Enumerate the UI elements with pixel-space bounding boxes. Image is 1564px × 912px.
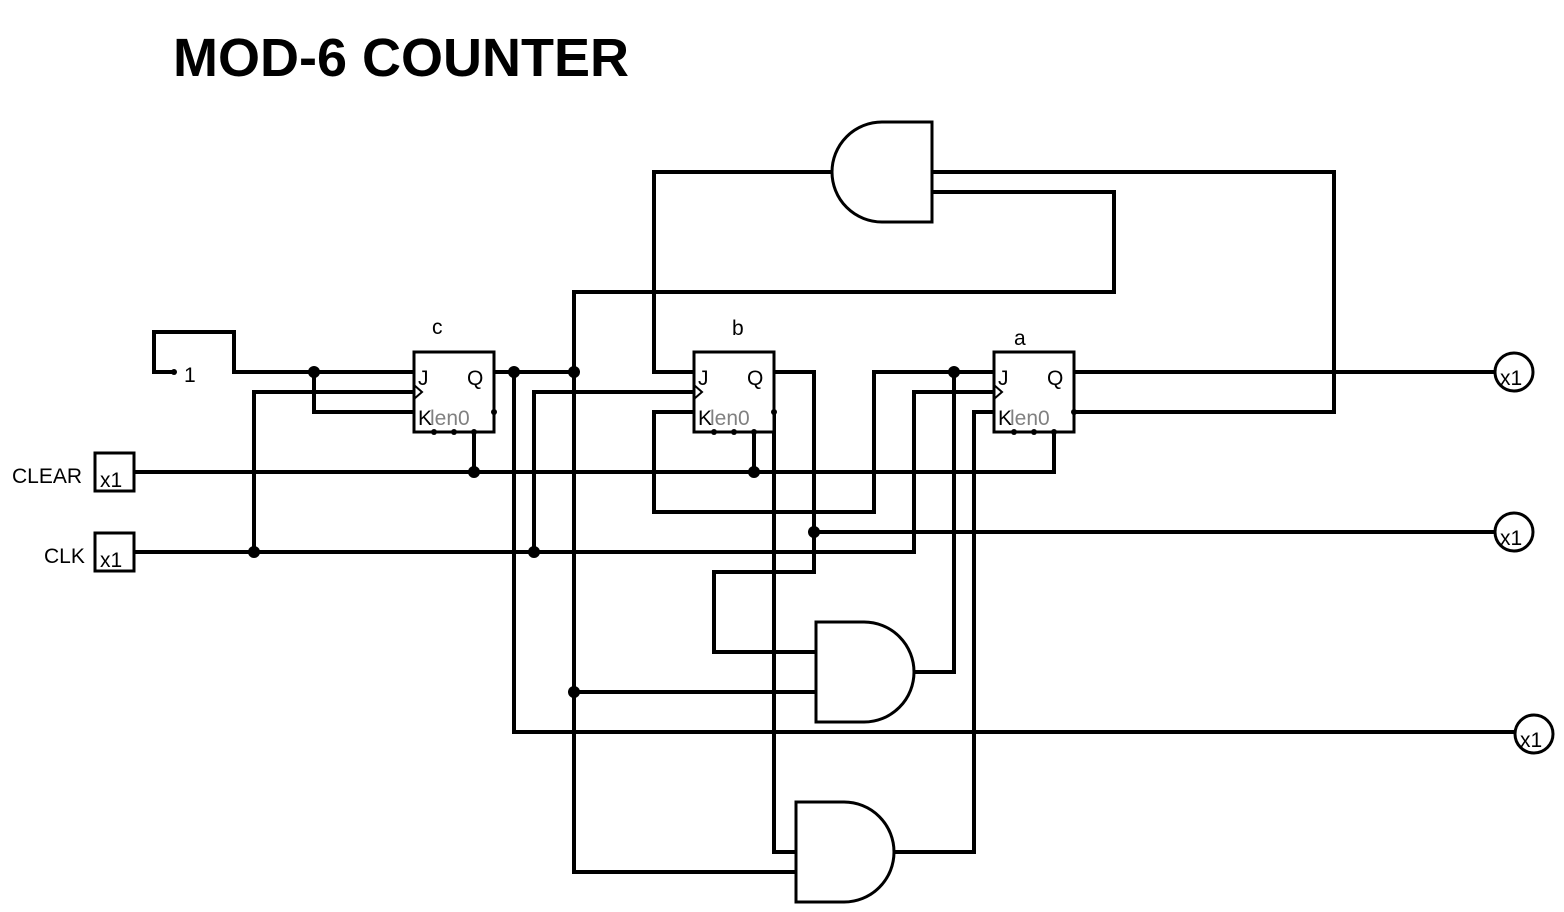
output-probe-1-value: x1 <box>1500 367 1522 390</box>
input-clk[interactable]: CLK x1 <box>44 531 136 573</box>
flip-flop-c-extra: len0 <box>430 407 470 430</box>
flip-flop-c[interactable]: c J len0 K Q <box>412 316 497 435</box>
and-gate-middle[interactable] <box>814 620 916 724</box>
input-clear-label: CLEAR <box>12 465 82 488</box>
input-clk-value: x1 <box>100 549 122 572</box>
flip-flop-b-k: K <box>698 407 712 430</box>
flip-flop-a[interactable]: a J len0 K Q <box>992 327 1077 435</box>
flip-flop-a-j: J <box>998 367 1009 390</box>
input-clear-value: x1 <box>100 469 122 492</box>
output-probe-2[interactable]: x1 <box>1493 511 1535 553</box>
flip-flop-c-name: c <box>432 316 443 339</box>
diagram-title: MOD-6 COUNTER <box>173 28 629 88</box>
junctions <box>171 366 960 698</box>
output-probe-3[interactable]: x1 <box>1513 713 1555 755</box>
flip-flop-b-q: Q <box>747 367 763 390</box>
flip-flop-b-j: J <box>698 367 709 390</box>
constant-one-label: 1 <box>184 364 196 387</box>
input-clear-box[interactable] <box>93 451 136 493</box>
flip-flop-c-k: K <box>418 407 432 430</box>
flip-flop-b-extra: len0 <box>710 407 750 430</box>
input-clk-box[interactable] <box>93 531 136 573</box>
output-probe-3-value: x1 <box>1520 729 1542 752</box>
flip-flop-c-j: J <box>418 367 429 390</box>
output-probe-2-value: x1 <box>1500 527 1522 550</box>
flip-flop-b[interactable]: b J len0 K Q <box>692 317 777 435</box>
flip-flop-a-q: Q <box>1047 367 1063 390</box>
flip-flop-a-k: K <box>998 407 1012 430</box>
and-gate-bottom[interactable] <box>794 800 896 904</box>
flip-flop-a-name: a <box>1014 327 1026 350</box>
flip-flop-b-name: b <box>732 317 744 340</box>
flip-flop-a-extra: len0 <box>1010 407 1050 430</box>
input-clear[interactable]: CLEAR x1 <box>12 451 136 493</box>
and-gate-top[interactable] <box>830 120 934 224</box>
input-clk-label: CLK <box>44 545 85 568</box>
flip-flop-c-q: Q <box>467 367 483 390</box>
output-probe-1[interactable]: x1 <box>1493 351 1535 393</box>
wires <box>132 170 1516 874</box>
